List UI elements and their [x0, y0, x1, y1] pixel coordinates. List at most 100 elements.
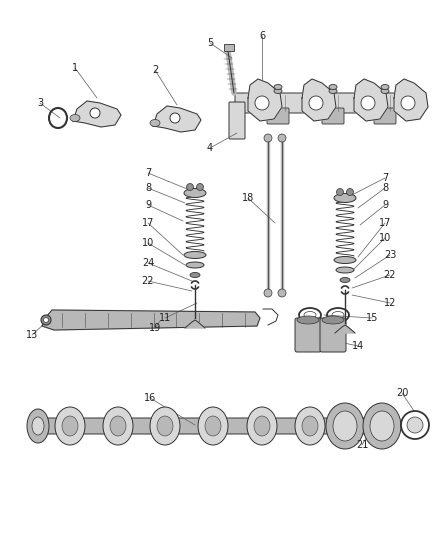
Circle shape — [255, 96, 269, 110]
Text: 22: 22 — [384, 270, 396, 280]
Polygon shape — [248, 79, 282, 121]
Ellipse shape — [370, 411, 394, 441]
Ellipse shape — [340, 278, 350, 282]
Ellipse shape — [381, 85, 389, 90]
Circle shape — [278, 289, 286, 297]
FancyBboxPatch shape — [320, 318, 346, 352]
Ellipse shape — [70, 115, 80, 122]
Ellipse shape — [184, 189, 206, 198]
Text: 2: 2 — [152, 65, 158, 75]
Ellipse shape — [363, 403, 401, 449]
Polygon shape — [394, 79, 428, 121]
Polygon shape — [42, 310, 260, 330]
Ellipse shape — [32, 417, 44, 435]
Circle shape — [264, 289, 272, 297]
Text: 13: 13 — [26, 330, 38, 340]
Ellipse shape — [157, 416, 173, 436]
Text: 14: 14 — [352, 341, 364, 351]
Polygon shape — [302, 79, 336, 121]
Text: 23: 23 — [384, 250, 396, 260]
Text: 19: 19 — [149, 323, 161, 333]
Ellipse shape — [110, 416, 126, 436]
Text: 11: 11 — [159, 313, 171, 323]
Circle shape — [309, 96, 323, 110]
Text: 5: 5 — [207, 38, 213, 48]
Text: 6: 6 — [259, 31, 265, 41]
Text: 8: 8 — [145, 183, 151, 193]
Text: 3: 3 — [37, 98, 43, 108]
Circle shape — [407, 417, 423, 433]
Ellipse shape — [326, 403, 364, 449]
FancyBboxPatch shape — [224, 44, 234, 51]
Circle shape — [197, 183, 204, 190]
Circle shape — [264, 134, 272, 142]
Ellipse shape — [150, 407, 180, 445]
Circle shape — [401, 96, 415, 110]
Ellipse shape — [322, 316, 344, 324]
Ellipse shape — [184, 252, 206, 259]
Text: 7: 7 — [382, 173, 388, 183]
Circle shape — [347, 189, 354, 196]
Text: 18: 18 — [242, 193, 254, 203]
Text: 17: 17 — [379, 218, 391, 228]
Polygon shape — [73, 101, 121, 127]
FancyBboxPatch shape — [235, 93, 422, 113]
FancyBboxPatch shape — [374, 108, 396, 124]
Ellipse shape — [103, 407, 133, 445]
Text: 17: 17 — [142, 218, 154, 228]
Ellipse shape — [55, 407, 85, 445]
Text: 7: 7 — [145, 168, 151, 178]
Ellipse shape — [329, 85, 337, 90]
Ellipse shape — [205, 416, 221, 436]
Text: 1: 1 — [72, 63, 78, 73]
Circle shape — [278, 134, 286, 142]
Text: 12: 12 — [384, 298, 396, 308]
Circle shape — [336, 189, 343, 196]
Text: 15: 15 — [366, 313, 378, 323]
Text: 10: 10 — [379, 233, 391, 243]
Text: 20: 20 — [396, 388, 408, 398]
FancyBboxPatch shape — [322, 108, 344, 124]
Polygon shape — [354, 79, 388, 121]
Ellipse shape — [247, 407, 277, 445]
Circle shape — [187, 183, 194, 190]
Ellipse shape — [27, 409, 49, 443]
FancyBboxPatch shape — [229, 102, 245, 139]
Circle shape — [170, 113, 180, 123]
Circle shape — [361, 96, 375, 110]
Polygon shape — [153, 106, 201, 132]
Polygon shape — [335, 325, 355, 333]
Text: 21: 21 — [356, 440, 368, 450]
FancyBboxPatch shape — [29, 418, 381, 434]
Ellipse shape — [336, 267, 354, 273]
FancyBboxPatch shape — [295, 318, 321, 352]
Circle shape — [41, 315, 51, 325]
Circle shape — [90, 108, 100, 118]
Ellipse shape — [381, 88, 389, 93]
Ellipse shape — [333, 411, 357, 441]
Ellipse shape — [62, 416, 78, 436]
Ellipse shape — [274, 88, 282, 93]
Text: 10: 10 — [142, 238, 154, 248]
Ellipse shape — [295, 407, 325, 445]
Text: 4: 4 — [207, 143, 213, 153]
Text: 16: 16 — [144, 393, 156, 403]
Ellipse shape — [274, 85, 282, 90]
Ellipse shape — [198, 407, 228, 445]
Ellipse shape — [302, 416, 318, 436]
Text: 22: 22 — [142, 276, 154, 286]
Text: 8: 8 — [382, 183, 388, 193]
Polygon shape — [185, 320, 205, 328]
Ellipse shape — [329, 88, 337, 93]
Text: 24: 24 — [142, 258, 154, 268]
Ellipse shape — [334, 193, 356, 203]
Text: 9: 9 — [145, 200, 151, 210]
Ellipse shape — [254, 416, 270, 436]
Ellipse shape — [297, 316, 319, 324]
Ellipse shape — [186, 262, 204, 268]
Circle shape — [44, 318, 49, 322]
Ellipse shape — [150, 119, 160, 126]
Ellipse shape — [334, 256, 356, 263]
Text: 9: 9 — [382, 200, 388, 210]
FancyBboxPatch shape — [267, 108, 289, 124]
